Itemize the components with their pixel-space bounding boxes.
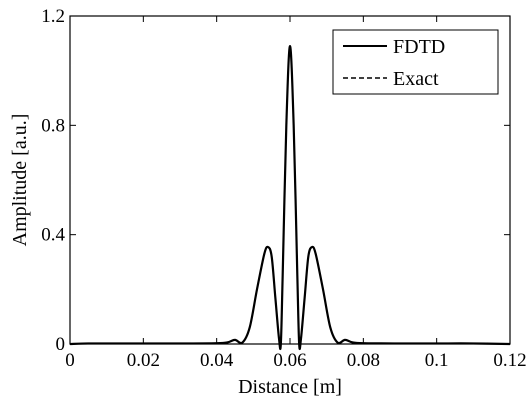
x-tick-label: 0.04 [200, 350, 234, 371]
y-tick-label: 0.8 [41, 115, 65, 136]
x-tick-label: 0.08 [347, 350, 380, 371]
legend-box [332, 29, 499, 95]
y-tick-label: 1.2 [41, 6, 65, 27]
x-axis-title: Distance [m] [238, 376, 342, 398]
y-axis-title: Amplitude [a.u.] [9, 114, 31, 247]
series-line-exact [69, 45, 511, 350]
legend: FDTD Exact [332, 29, 499, 95]
legend-label-exact: Exact [393, 68, 439, 90]
x-tick-label: 0.02 [127, 350, 160, 371]
x-tick-label: 0.12 [493, 350, 526, 371]
x-tick-label: 0 [65, 350, 75, 371]
x-tick-label: 0.1 [425, 350, 449, 371]
legend-label-fdtd: FDTD [393, 36, 445, 58]
series-layer [69, 44, 511, 351]
y-tick-label: 0.4 [41, 225, 65, 246]
y-tick-label: 0 [56, 334, 66, 355]
x-tick-label: 0.06 [273, 350, 306, 371]
ticks-layer: 0 0.02 0.04 0.06 0.08 0.1 0.12 0 0.4 0.8 1.2 [41, 6, 526, 371]
